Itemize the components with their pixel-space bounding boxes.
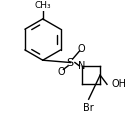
Text: S: S <box>67 58 74 68</box>
Text: OH: OH <box>112 79 127 89</box>
Text: CH₃: CH₃ <box>34 1 51 10</box>
Text: O: O <box>57 67 65 77</box>
Text: O: O <box>78 44 86 54</box>
Text: N: N <box>78 61 85 71</box>
Text: Br: Br <box>83 103 94 113</box>
